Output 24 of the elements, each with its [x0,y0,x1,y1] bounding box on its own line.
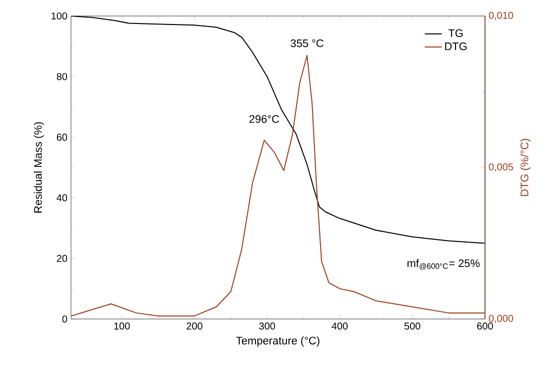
annotation: 296°C [249,115,280,123]
y-tick-label: 80 [56,73,68,80]
y2-tick-label: 0,010 [488,12,514,20]
y2-tick-label: 0,000 [488,314,514,324]
y-tick-label: 40 [56,194,68,202]
line-series [71,54,486,316]
x-axis-title: Temperature (°C) [236,336,320,347]
annotation: 355 °C [290,39,324,48]
legend-label: DTG [445,42,467,50]
y-tick-label: 60 [56,134,68,141]
legend-label: TG [448,29,463,38]
y2-tick-label: 0,005 [488,163,514,172]
x-tick-label: 600 [477,322,493,330]
x-tick-label: 500 [404,322,420,330]
x-tick-label: 200 [186,322,202,330]
y-tick-label: 0 [62,315,68,323]
x-tick-label: 300 [259,322,276,330]
x-tick-label: 100 [114,322,130,330]
y-axis-title: Residual Mass (%) [34,122,44,213]
y-tick-label: 20 [56,254,68,262]
x-tick-label: 400 [332,322,348,330]
y-tick-label: 100 [52,12,68,20]
annotation: mf$_{@600°C}$= 25% [408,259,480,270]
y2-axis-title: DTG (%/°C) [520,138,530,196]
